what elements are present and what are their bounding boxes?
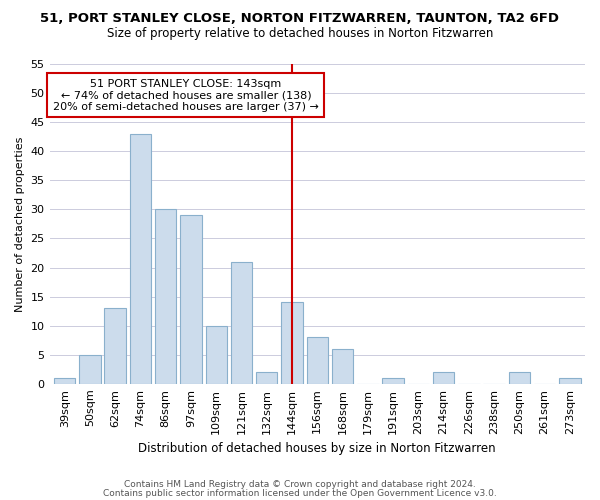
Bar [433,372,454,384]
Text: Contains public sector information licensed under the Open Government Licence v3: Contains public sector information licen… [103,489,497,498]
Bar [281,302,303,384]
Bar [231,262,252,384]
Bar [256,372,277,384]
Bar [206,326,227,384]
Bar [155,210,176,384]
X-axis label: Distribution of detached houses by size in Norton Fitzwarren: Distribution of detached houses by size … [139,442,496,455]
Bar [559,378,581,384]
Bar [130,134,151,384]
Bar [79,354,101,384]
Bar [509,372,530,384]
Bar [382,378,404,384]
Bar [180,215,202,384]
Bar [54,378,76,384]
Text: Contains HM Land Registry data © Crown copyright and database right 2024.: Contains HM Land Registry data © Crown c… [124,480,476,489]
Bar [104,308,126,384]
Y-axis label: Number of detached properties: Number of detached properties [15,136,25,312]
Bar [332,349,353,384]
Text: 51 PORT STANLEY CLOSE: 143sqm
← 74% of detached houses are smaller (138)
20% of : 51 PORT STANLEY CLOSE: 143sqm ← 74% of d… [53,78,319,112]
Text: 51, PORT STANLEY CLOSE, NORTON FITZWARREN, TAUNTON, TA2 6FD: 51, PORT STANLEY CLOSE, NORTON FITZWARRE… [41,12,560,26]
Bar [307,338,328,384]
Text: Size of property relative to detached houses in Norton Fitzwarren: Size of property relative to detached ho… [107,28,493,40]
